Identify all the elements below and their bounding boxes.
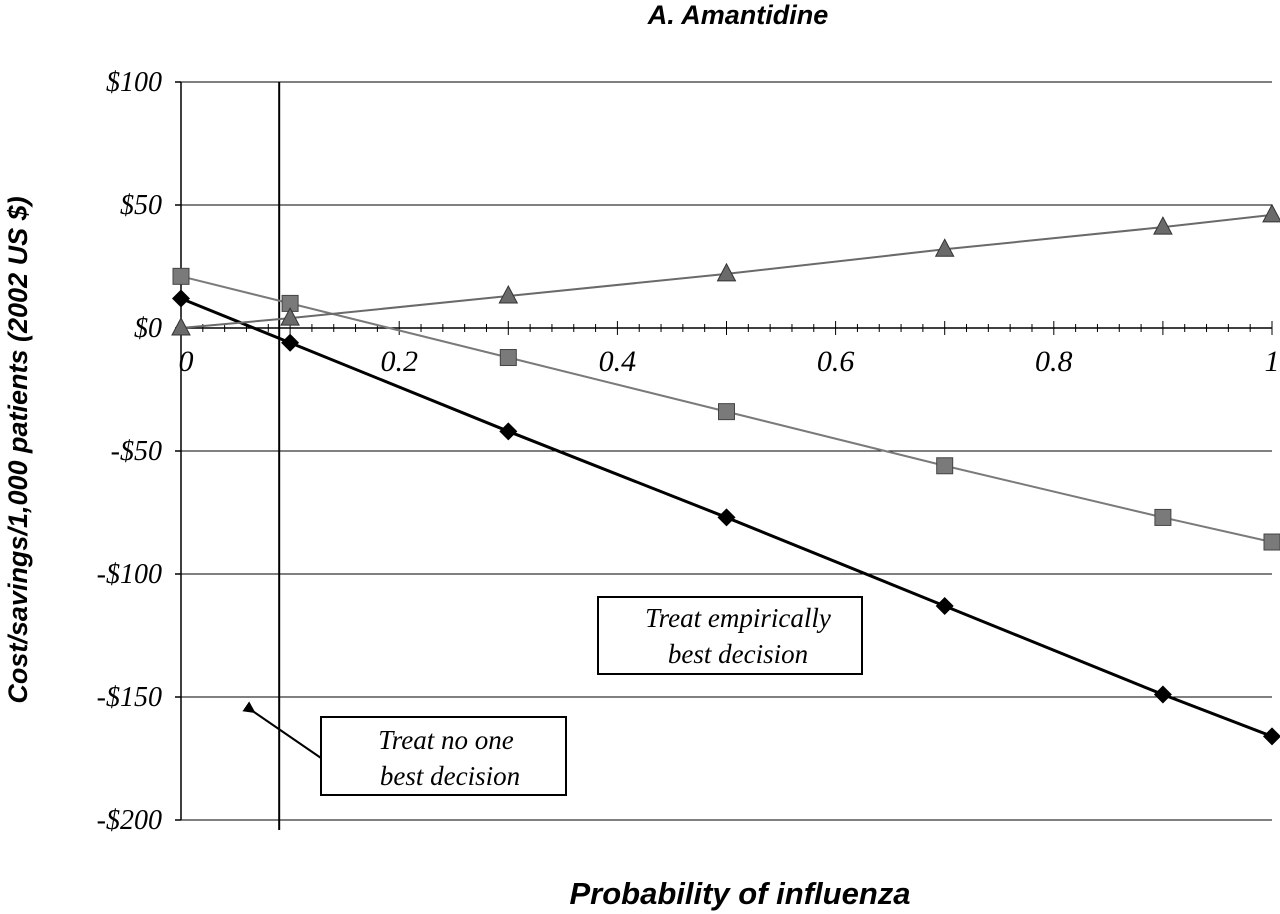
annotation-box	[320, 716, 567, 796]
data-point	[1262, 203, 1280, 223]
data-point	[936, 457, 954, 475]
data-point	[718, 403, 735, 421]
series-triangle	[171, 203, 1280, 336]
y-tick-label: -$200	[97, 805, 162, 836]
y-tick-label: $50	[120, 190, 162, 221]
series-layer	[171, 203, 1280, 746]
x-tick-label: 0.4	[599, 345, 637, 378]
gridlines	[181, 81, 1272, 821]
y-tick-label: $100	[106, 67, 162, 98]
annotation-box	[597, 596, 863, 675]
x-axis-ticks: 0 0.2 0.4 0.6 0.8 1	[179, 321, 1280, 378]
data-point	[280, 307, 300, 326]
data-point	[1263, 533, 1280, 551]
data-point	[172, 267, 190, 285]
annotation-treat-empirically: Treat empirically best decision	[597, 596, 863, 675]
data-point	[1153, 685, 1172, 704]
y-tick-label: -$150	[97, 682, 162, 713]
x-tick-label: 0.2	[380, 345, 418, 378]
x-tick-label: 0.6	[817, 345, 855, 378]
annotation-line-1: Treat empirically	[645, 603, 831, 633]
data-point	[281, 333, 300, 352]
chart-title: A. Amantidine	[647, 0, 829, 30]
data-point	[1154, 508, 1172, 526]
data-point	[935, 596, 954, 615]
x-tick-label: 0.8	[1035, 345, 1073, 378]
data-point	[499, 349, 517, 367]
y-axis-ticks: $100 $50 $0 -$50 -$100 -$150 -$200	[97, 67, 181, 836]
annotation-line-2: best decision	[380, 761, 520, 791]
series-diamond	[172, 289, 1280, 746]
y-axis-label: Cost/savings/1,000 patients (2002 US $)	[3, 196, 33, 703]
x-axis-label: Probability of influenza	[569, 876, 910, 911]
y-tick-label: $0	[134, 313, 162, 344]
data-point	[1153, 216, 1173, 235]
data-point	[1263, 727, 1280, 746]
x-tick-label: 0	[179, 345, 194, 378]
x-tick-label: 1	[1265, 345, 1280, 378]
y-tick-label: -$100	[97, 559, 162, 590]
data-point	[498, 284, 519, 304]
annotation-treat-no-one: Treat no one best decision	[242, 701, 567, 796]
y-tick-label: -$50	[111, 436, 162, 467]
data-point	[172, 289, 190, 308]
data-point	[499, 422, 518, 441]
annotation-line-1: Treat no one	[378, 725, 514, 755]
data-point	[171, 316, 191, 336]
annotation-arrow	[242, 701, 322, 759]
data-point	[934, 238, 955, 257]
annotation-line-2: best decision	[668, 639, 808, 669]
series-square	[172, 267, 1280, 551]
data-point	[717, 508, 736, 527]
data-point	[716, 262, 737, 282]
